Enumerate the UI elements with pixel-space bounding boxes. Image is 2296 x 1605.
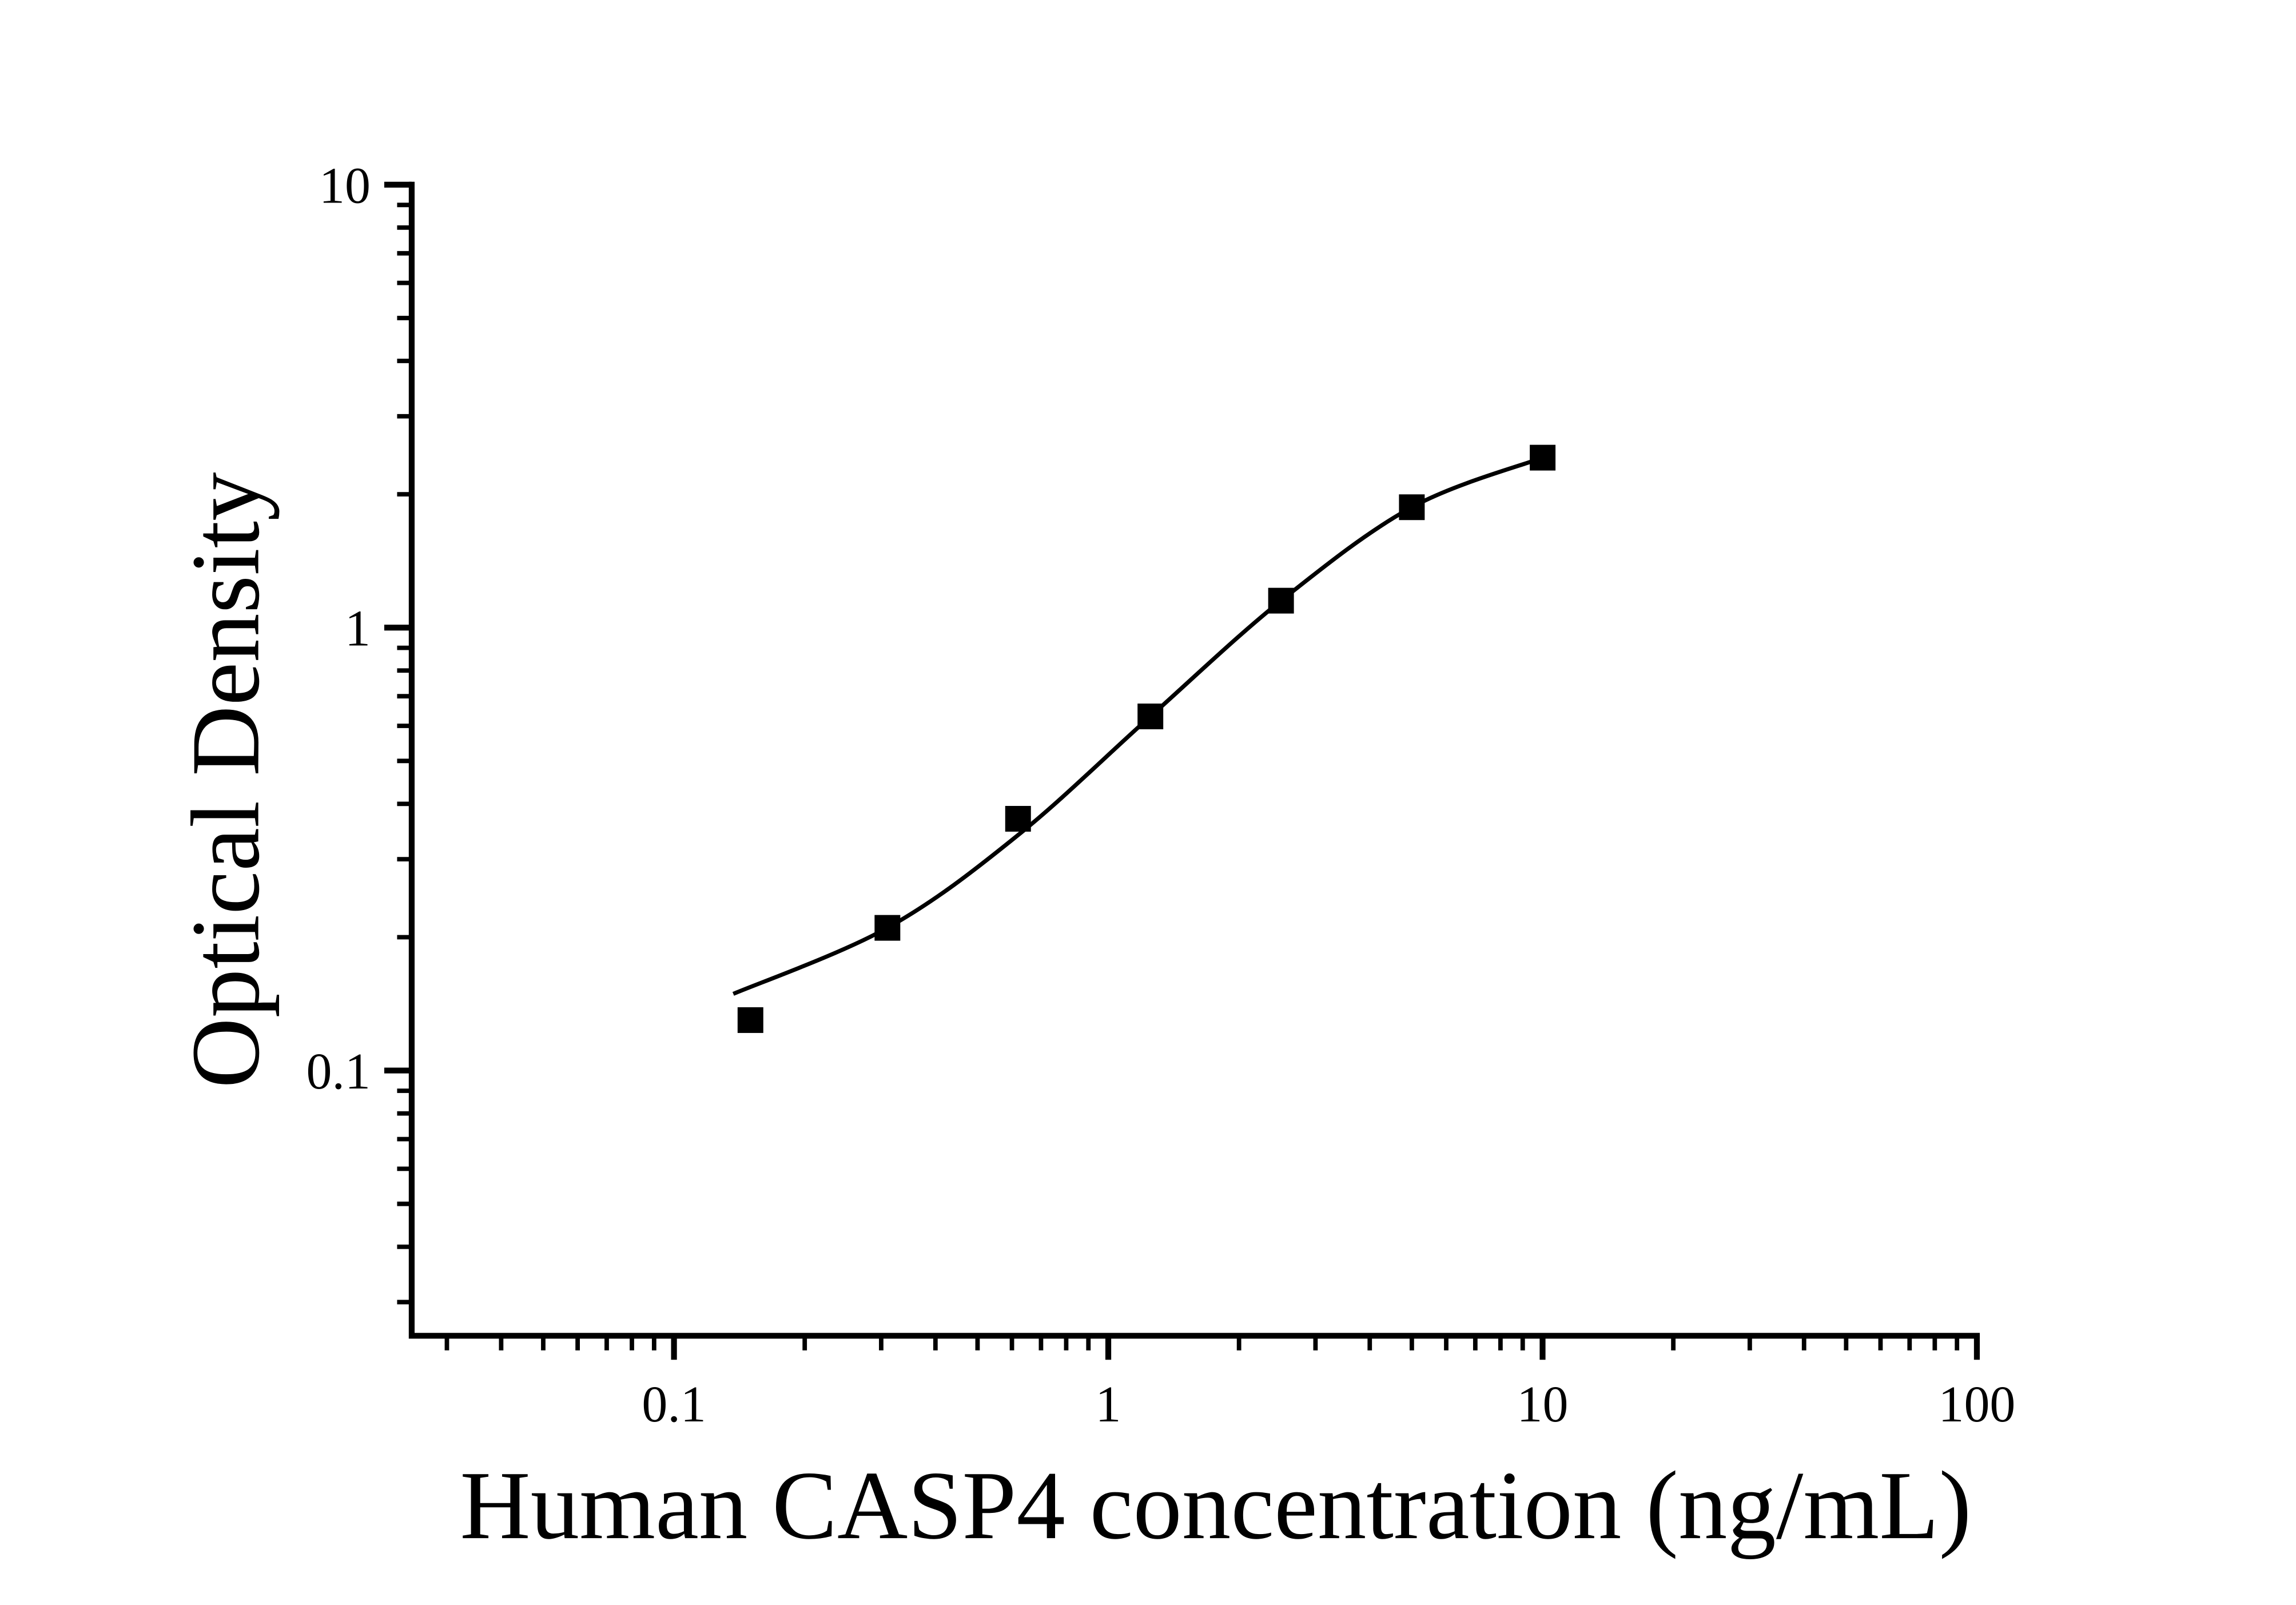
x-tick-label: 100 xyxy=(1938,1376,2015,1433)
data-point-markers xyxy=(737,444,1556,1033)
data-point-marker xyxy=(1268,587,1294,614)
data-point-marker xyxy=(1137,704,1164,729)
axis-lines xyxy=(408,181,1980,1339)
x-tick-labels: 0.1 1 10 100 xyxy=(642,1376,2015,1433)
y-tick-labels: 0.1 1 10 xyxy=(307,157,371,1100)
x-tick-label: 0.1 xyxy=(642,1376,706,1433)
y-major-ticks xyxy=(384,181,412,1074)
x-major-ticks xyxy=(671,1336,1980,1360)
x-tick-label: 1 xyxy=(1096,1376,1121,1433)
y-tick-label: 0.1 xyxy=(307,1043,371,1100)
data-point-marker xyxy=(874,915,901,941)
x-tick-label: 10 xyxy=(1517,1376,1569,1433)
x-axis-title: Human CASP4 concentration (ng/mL) xyxy=(460,1451,1971,1560)
y-tick-label: 10 xyxy=(319,157,371,214)
data-point-marker xyxy=(737,1007,763,1033)
data-point-marker xyxy=(1399,494,1425,521)
y-axis-title: Optical Density xyxy=(172,472,280,1088)
data-point-marker xyxy=(1530,444,1556,471)
data-point-marker xyxy=(1005,805,1031,832)
y-tick-label: 1 xyxy=(345,601,371,657)
